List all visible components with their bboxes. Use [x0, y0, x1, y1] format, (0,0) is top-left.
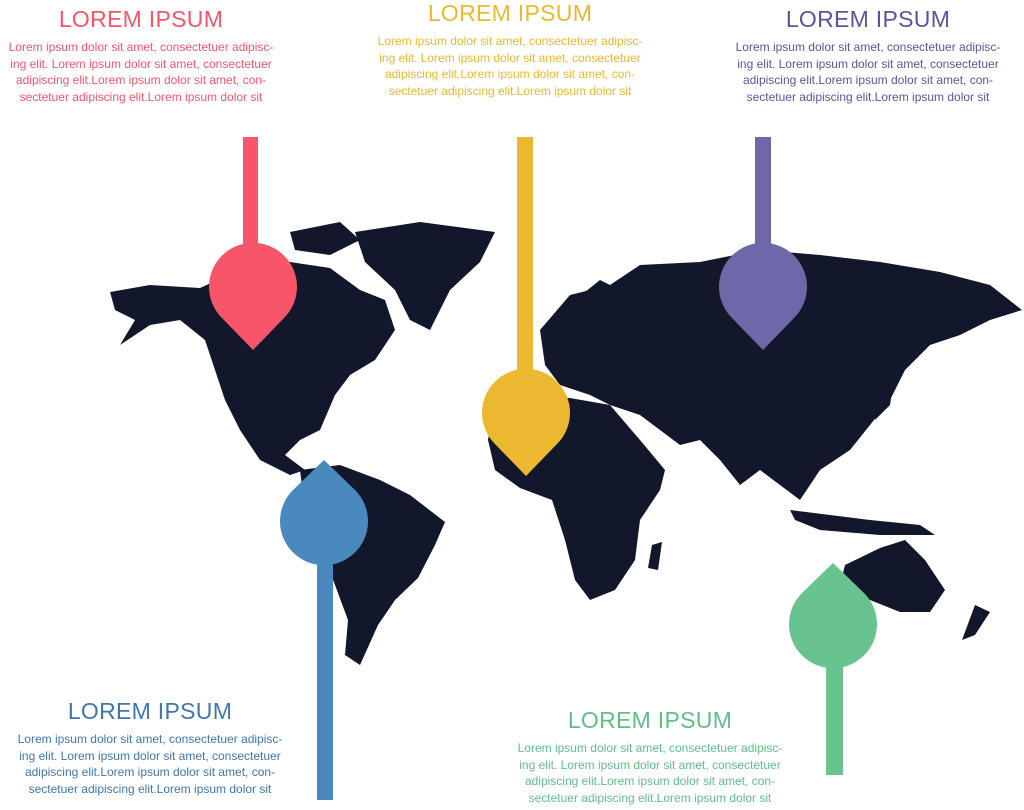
- pin-red[interactable]: [209, 137, 297, 350]
- callout-title: LOREM IPSUM: [58, 6, 224, 32]
- eurasia: [540, 250, 1022, 500]
- pin-blue[interactable]: [280, 460, 369, 800]
- callout-title: LOREM IPSUM: [785, 6, 951, 32]
- callout-green: LOREM IPSUM Lorem ipsum dolor sit amet, …: [509, 707, 791, 806]
- callout-title: LOREM IPSUM: [67, 698, 233, 724]
- map-pin-icon: [789, 563, 877, 669]
- world-map: [110, 222, 1022, 665]
- callout-yellow: LOREM IPSUM Lorem ipsum dolor sit amet, …: [369, 0, 651, 99]
- callout-body: Lorem ipsum dolor sit amet, consectetuer…: [735, 40, 1001, 104]
- callout-body: Lorem ipsum dolor sit amet, consectetuer…: [517, 741, 783, 805]
- new-zealand: [962, 605, 990, 640]
- callout-blue: LOREM IPSUM Lorem ipsum dolor sit amet, …: [9, 698, 291, 797]
- pin-purple[interactable]: [719, 137, 808, 350]
- greenland: [355, 222, 495, 330]
- australia: [840, 540, 945, 612]
- map-pin-icon: [280, 460, 369, 566]
- callout-body: Lorem ipsum dolor sit amet, consectetuer…: [8, 40, 274, 104]
- north-america: [110, 262, 395, 475]
- map-pin-icon: [719, 242, 808, 350]
- map-pin-icon: [209, 242, 297, 350]
- pin-green[interactable]: [789, 563, 877, 775]
- callout-purple: LOREM IPSUM Lorem ipsum dolor sit amet, …: [727, 6, 1009, 105]
- map-pin-icon: [482, 368, 571, 476]
- pin-yellow[interactable]: [482, 137, 571, 476]
- japan: [875, 372, 895, 420]
- callout-title: LOREM IPSUM: [567, 707, 733, 733]
- callout-body: Lorem ipsum dolor sit amet, consectetuer…: [17, 732, 283, 796]
- callout-title: LOREM IPSUM: [427, 0, 593, 26]
- madagascar: [648, 542, 662, 570]
- indonesia: [790, 510, 935, 535]
- callout-red: LOREM IPSUM Lorem ipsum dolor sit amet, …: [0, 6, 282, 105]
- scandinavia: [575, 280, 620, 330]
- arctic-islands: [290, 222, 360, 255]
- callout-body: Lorem ipsum dolor sit amet, consectetuer…: [377, 34, 643, 98]
